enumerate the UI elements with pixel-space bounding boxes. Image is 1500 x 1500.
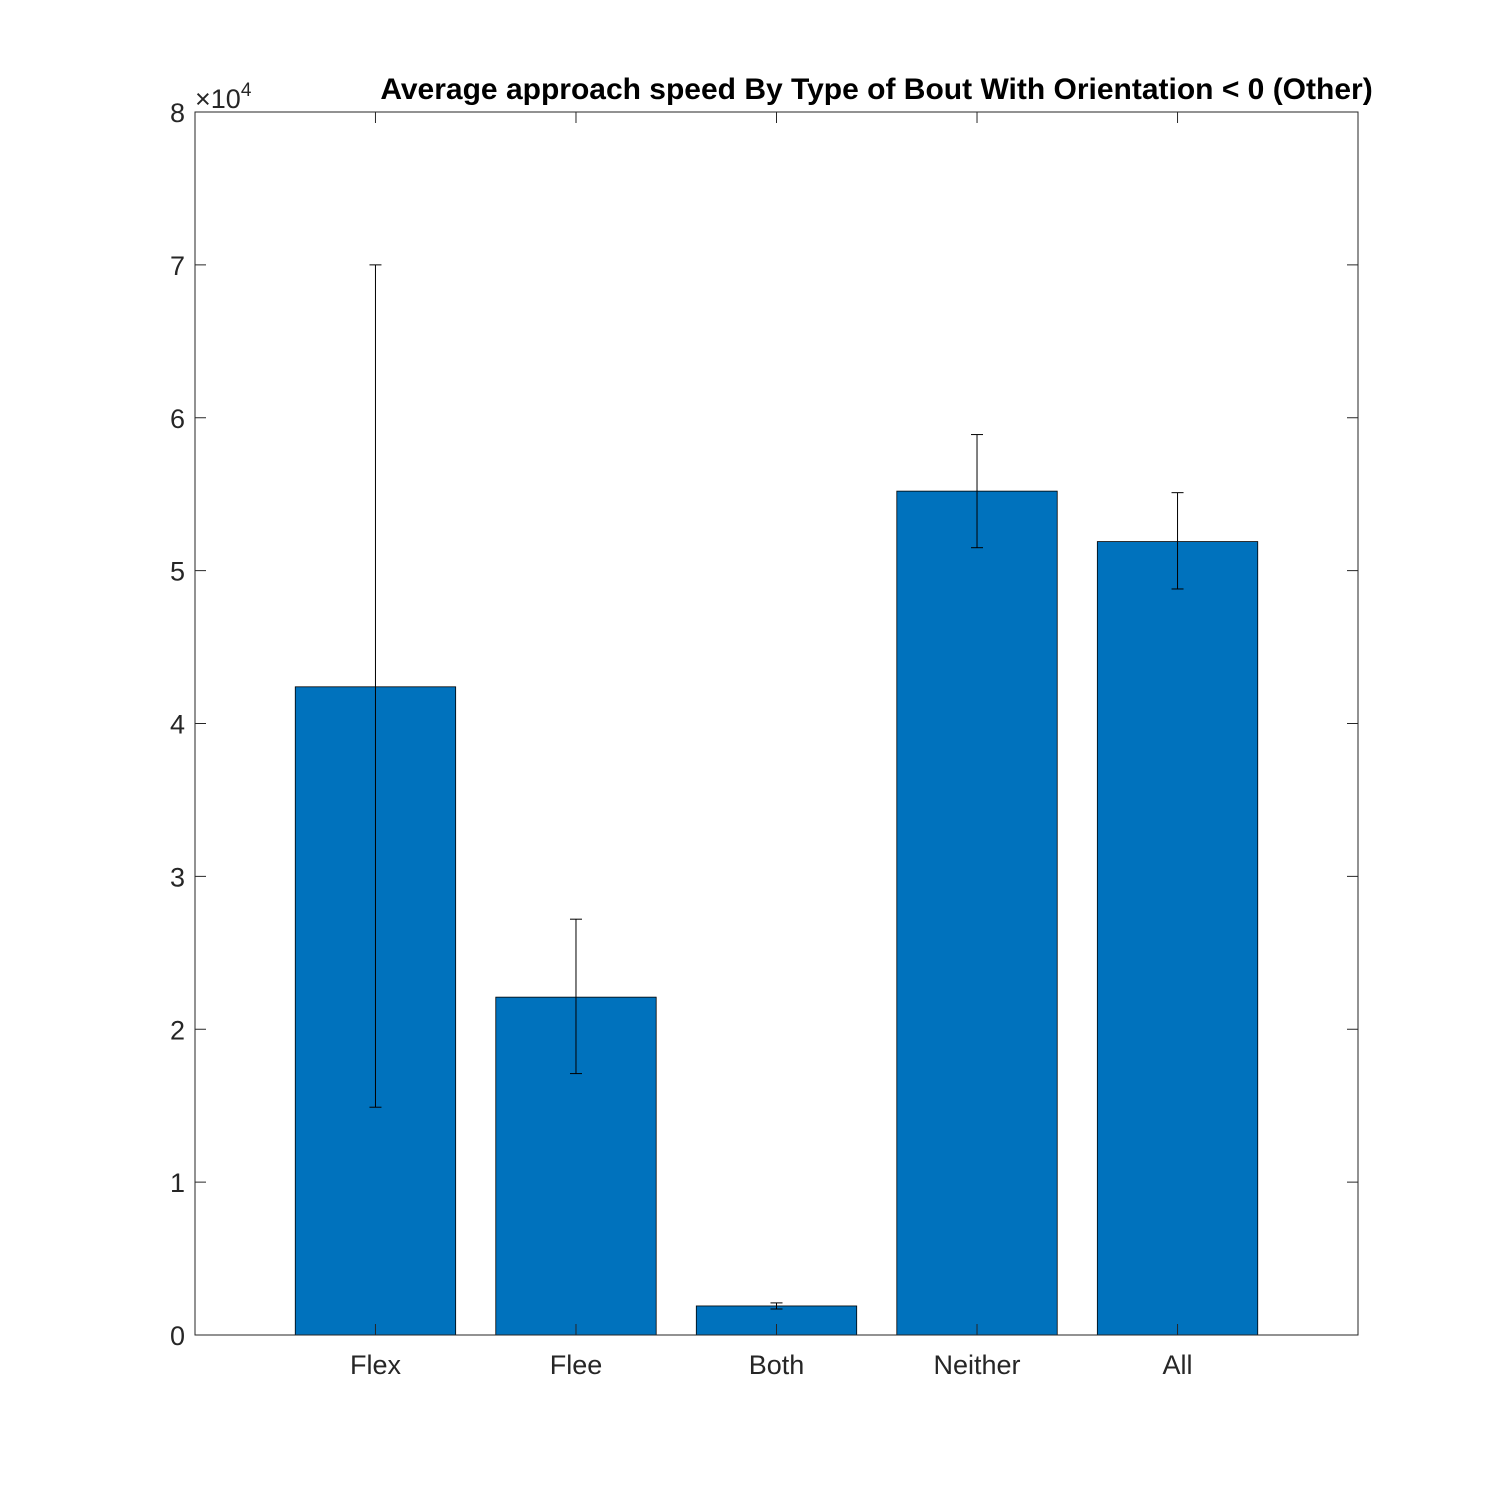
y-tick-label: 1 <box>170 1168 185 1198</box>
x-tick-label: Flee <box>550 1350 603 1380</box>
y-axis-multiplier: ×10 <box>195 84 241 114</box>
y-tick-label: 8 <box>170 98 185 128</box>
x-tick-label: Both <box>749 1350 805 1380</box>
chart-title: Average approach speed By Type of Bout W… <box>380 73 1372 106</box>
bar-all <box>1096 541 1259 1336</box>
bar-neither <box>896 490 1058 1336</box>
tick-labels-layer: Flex Flee Both Neither All 0 1 2 3 4 5 6 7 8 <box>170 98 1193 1380</box>
y-tick-label: 6 <box>170 404 185 434</box>
ticks-layer <box>195 111 1358 1336</box>
y-tick-label: 3 <box>170 862 185 892</box>
y-tick-label: 4 <box>170 710 185 740</box>
x-tick-label: All <box>1163 1350 1193 1380</box>
y-tick-label: 5 <box>170 557 185 587</box>
y-axis-exponent: 4 <box>241 80 252 101</box>
error-bar-flee <box>569 918 582 1075</box>
error-bars-layer <box>369 264 1184 1310</box>
y-tick-label: 2 <box>170 1015 185 1045</box>
x-tick-label: Flex <box>350 1350 402 1380</box>
error-bar-all <box>1171 492 1184 590</box>
y-tick-label: 0 <box>170 1321 185 1351</box>
error-bar-flex <box>369 264 382 1108</box>
error-bar-neither <box>971 434 984 549</box>
y-tick-label: 7 <box>170 251 185 281</box>
error-bar-both <box>770 1302 783 1310</box>
x-tick-label: Neither <box>933 1350 1020 1380</box>
bars-layer <box>294 490 1259 1336</box>
y-axis-exponent-label: ×104 <box>195 80 252 114</box>
